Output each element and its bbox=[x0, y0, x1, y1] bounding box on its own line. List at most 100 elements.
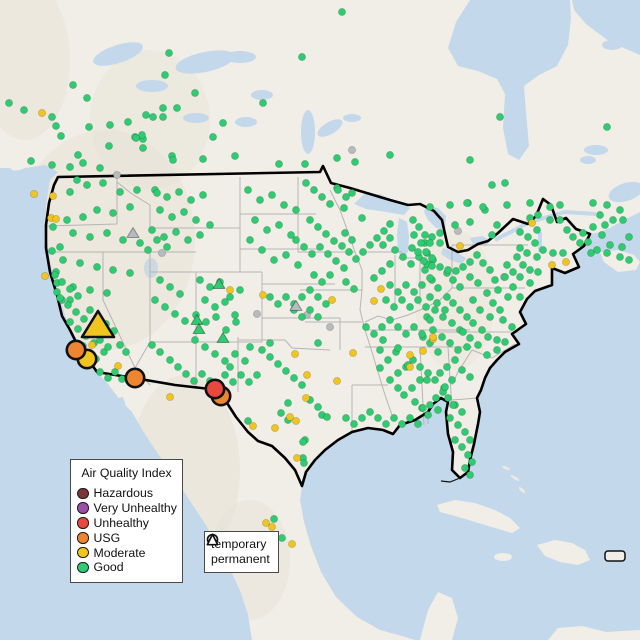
monitor-dot-moderate[interactable] bbox=[52, 214, 61, 223]
monitor-dot-good[interactable] bbox=[26, 156, 35, 165]
monitor-dot-good[interactable] bbox=[100, 347, 109, 356]
monitor-dot-good[interactable] bbox=[116, 340, 125, 349]
monitor-dot-good[interactable] bbox=[455, 282, 464, 291]
monitor-dot-good[interactable] bbox=[389, 302, 398, 311]
monitor-dot-good[interactable] bbox=[152, 188, 161, 197]
monitor-dot-good[interactable] bbox=[305, 305, 314, 314]
monitor-dot-good[interactable] bbox=[601, 220, 610, 229]
monitor-dot-good[interactable] bbox=[415, 375, 424, 384]
monitor-dot-good[interactable] bbox=[160, 302, 169, 311]
monitor-dot-good[interactable] bbox=[309, 185, 318, 194]
monitor-dot-good[interactable] bbox=[465, 470, 474, 479]
monitor-dot-good[interactable] bbox=[337, 7, 346, 16]
monitor-dot-good[interactable] bbox=[347, 235, 356, 244]
monitor-dot-good[interactable] bbox=[458, 327, 467, 336]
monitor-dot-good[interactable] bbox=[465, 272, 474, 281]
monitor-dot-good[interactable] bbox=[299, 458, 308, 467]
monitor-dot-good[interactable] bbox=[381, 419, 390, 428]
monitor-dot-good[interactable] bbox=[56, 242, 65, 251]
monitor-dot-good[interactable] bbox=[531, 238, 540, 247]
monitor-dot-good[interactable] bbox=[103, 228, 112, 237]
monitor-dot-good[interactable] bbox=[69, 81, 78, 90]
monitor-dot-good[interactable] bbox=[478, 258, 487, 267]
monitor-dot-good[interactable] bbox=[393, 368, 402, 377]
monitor-dot-good[interactable] bbox=[385, 233, 394, 242]
monitor-dot-good[interactable] bbox=[513, 252, 522, 261]
monitor-dot-good[interactable] bbox=[435, 228, 444, 237]
monitor-dot-good[interactable] bbox=[276, 408, 285, 417]
monitor-dot-good[interactable] bbox=[398, 252, 407, 261]
monitor-dot-good[interactable] bbox=[313, 222, 322, 231]
monitor-dot-good[interactable] bbox=[250, 215, 259, 224]
monitor-dot-good[interactable] bbox=[210, 349, 219, 358]
monitor-dot-good[interactable] bbox=[281, 366, 290, 375]
monitor-dot-good[interactable] bbox=[124, 118, 133, 127]
monitor-dot-good[interactable] bbox=[493, 285, 502, 294]
monitor-dot-moderate[interactable] bbox=[114, 361, 123, 370]
monitor-dot-good[interactable] bbox=[465, 217, 474, 226]
monitor-dot-moderate[interactable] bbox=[261, 519, 270, 528]
monitor-dot-good[interactable] bbox=[333, 185, 342, 194]
monitor-dot-good[interactable] bbox=[104, 342, 113, 351]
monitor-dot-good[interactable] bbox=[208, 132, 217, 141]
monitor-dot-good[interactable] bbox=[410, 397, 419, 406]
monitor-dot-good[interactable] bbox=[245, 342, 254, 351]
monitor-dot-good[interactable] bbox=[596, 210, 605, 219]
monitor-dot-moderate[interactable] bbox=[88, 340, 97, 349]
monitor-dot-good[interactable] bbox=[490, 275, 499, 284]
monitor-dot-good[interactable] bbox=[482, 288, 491, 297]
monitor-dot-good[interactable] bbox=[321, 299, 330, 308]
monitor-dot-no_data[interactable] bbox=[453, 226, 462, 235]
monitor-dot-good[interactable] bbox=[393, 322, 402, 331]
monitor-dot-good[interactable] bbox=[385, 150, 394, 159]
monitor-dot-good[interactable] bbox=[341, 192, 350, 201]
monitor-dot-good[interactable] bbox=[421, 302, 430, 311]
monitor-dot-moderate[interactable] bbox=[287, 540, 296, 549]
monitor-dot-good[interactable] bbox=[625, 255, 634, 264]
monitor-dot-good[interactable] bbox=[321, 229, 330, 238]
monitor-dot-good[interactable] bbox=[286, 230, 295, 239]
monitor-dot-moderate[interactable] bbox=[302, 370, 311, 379]
monitor-dot-good[interactable] bbox=[425, 292, 434, 301]
monitor-dot-good[interactable] bbox=[317, 277, 326, 286]
monitor-dot-moderate[interactable] bbox=[428, 332, 437, 341]
monitor-dot-good[interactable] bbox=[357, 213, 366, 222]
monitor-dot-good[interactable] bbox=[281, 250, 290, 259]
monitor-dot-good[interactable] bbox=[298, 437, 307, 446]
monitor-dot-good[interactable] bbox=[52, 122, 61, 131]
monitor-dot-good[interactable] bbox=[465, 435, 474, 444]
monitor-dot-good[interactable] bbox=[291, 235, 300, 244]
monitor-dot-good[interactable] bbox=[118, 374, 127, 383]
monitor-dot-good[interactable] bbox=[534, 267, 543, 276]
monitor-dot-good[interactable] bbox=[433, 347, 442, 356]
monitor-dot-good[interactable] bbox=[407, 243, 416, 252]
monitor-dot-good[interactable] bbox=[448, 400, 457, 409]
monitor-dot-good[interactable] bbox=[96, 367, 105, 376]
monitor-dot-good[interactable] bbox=[357, 413, 366, 422]
monitor-dot-good[interactable] bbox=[448, 298, 457, 307]
monitor-dot-good[interactable] bbox=[409, 287, 418, 296]
monitor-dot-good[interactable] bbox=[76, 258, 85, 267]
monitor-dot-good[interactable] bbox=[415, 362, 424, 371]
monitor-dot-good[interactable] bbox=[325, 199, 334, 208]
monitor-dot-good[interactable] bbox=[297, 380, 306, 389]
monitor-dot-good[interactable] bbox=[526, 265, 535, 274]
monitor-dot-good[interactable] bbox=[451, 266, 460, 275]
monitor-dot-good[interactable] bbox=[200, 342, 209, 351]
monitor-dot-good[interactable] bbox=[584, 237, 593, 246]
monitor-dot-good[interactable] bbox=[465, 257, 474, 266]
monitor-dot-good[interactable] bbox=[109, 265, 118, 274]
monitor-dot-good[interactable] bbox=[147, 340, 156, 349]
monitor-dot-good[interactable] bbox=[418, 403, 427, 412]
monitor-dot-good[interactable] bbox=[447, 318, 456, 327]
monitor-dot-good[interactable] bbox=[546, 202, 555, 211]
monitor-dot-good[interactable] bbox=[416, 238, 425, 247]
monitor-dot-good[interactable] bbox=[155, 275, 164, 284]
monitor-dot-good[interactable] bbox=[485, 265, 494, 274]
monitor-dot-good[interactable] bbox=[465, 372, 474, 381]
monitor-dot-good[interactable] bbox=[126, 202, 135, 211]
monitor-dot-good[interactable] bbox=[195, 230, 204, 239]
monitor-dot-good[interactable] bbox=[462, 342, 471, 351]
monitor-dot-good[interactable] bbox=[448, 275, 457, 284]
monitor-dot-good[interactable] bbox=[189, 376, 198, 385]
